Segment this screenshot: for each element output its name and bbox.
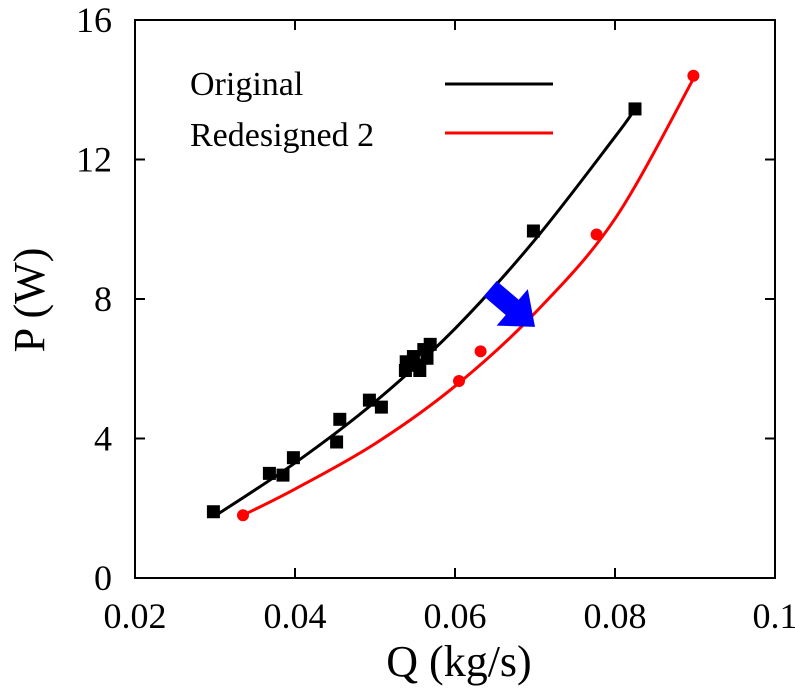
legend: Original Redesigned 2 xyxy=(190,66,553,154)
y-tick-label: 8 xyxy=(94,279,112,319)
data-markers xyxy=(206,69,700,522)
original-data-point xyxy=(628,102,642,116)
y-tick-label: 4 xyxy=(94,419,112,459)
original-data-point xyxy=(286,451,300,465)
redesigned-2-fit-line xyxy=(242,75,697,517)
x-tick-label: 0.04 xyxy=(264,596,327,636)
x-tick-label: 0.1 xyxy=(753,596,795,636)
x-tick-label: 0.08 xyxy=(584,596,647,636)
y-tick-label: 12 xyxy=(76,140,112,180)
redesigned-2-data-point xyxy=(237,509,249,522)
x-tick-label: 0.02 xyxy=(104,596,167,636)
redesigned-2-data-point xyxy=(453,374,465,387)
blue-arrow-annotation xyxy=(483,280,535,327)
x-tick-label: 0.06 xyxy=(424,596,487,636)
original-data-point xyxy=(420,351,434,365)
original-data-point xyxy=(333,412,347,426)
original-data-point xyxy=(276,468,290,482)
original-data-point xyxy=(374,400,388,414)
redesigned-2-data-point xyxy=(687,69,700,82)
legend-label-original: Original xyxy=(190,66,303,103)
legend-label-redesigned-2: Redesigned 2 xyxy=(190,117,374,154)
y-tick-label: 0 xyxy=(94,558,112,598)
axis-ticks xyxy=(134,19,776,579)
original-data-point xyxy=(526,224,540,238)
y-axis-label: P (W) xyxy=(5,248,54,353)
original-data-point xyxy=(262,466,276,480)
original-data-point xyxy=(413,363,427,377)
original-data-point xyxy=(423,337,437,351)
original-data-point xyxy=(206,505,220,519)
original-data-point xyxy=(330,435,344,449)
x-axis-label: Q (kg/s) xyxy=(386,637,531,686)
annotation-layer xyxy=(483,280,535,327)
redesigned-2-data-point xyxy=(590,228,603,241)
redesigned-2-data-point xyxy=(474,345,487,358)
y-tick-label: 16 xyxy=(76,0,112,40)
tick-labels: 0.02 0.04 0.06 0.08 0.1 0 4 8 12 16 xyxy=(76,0,795,636)
original-fit-line xyxy=(212,108,637,519)
original-data-point xyxy=(362,393,376,407)
